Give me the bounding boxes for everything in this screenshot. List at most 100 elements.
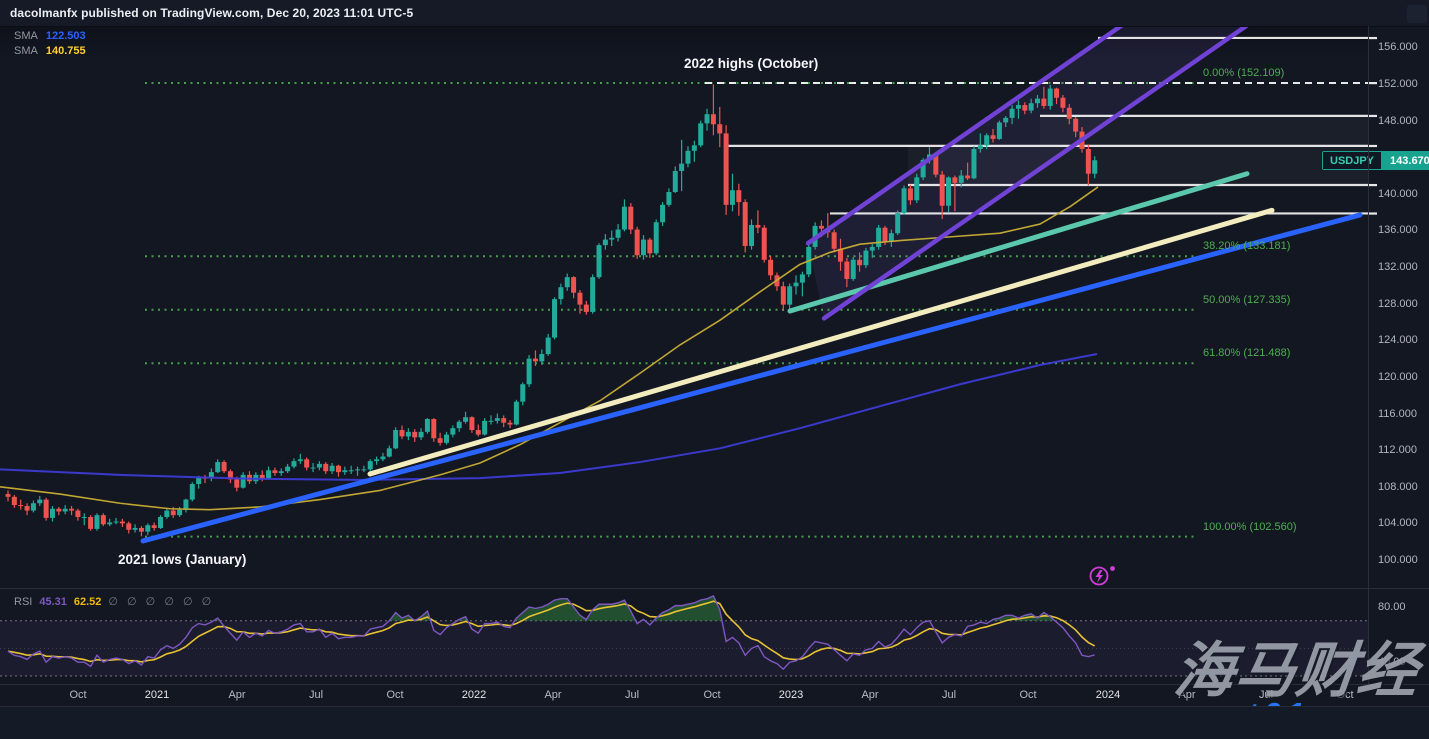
candle-body [482, 420, 488, 435]
time-axis-label: Apr [228, 689, 246, 701]
candle-body [761, 227, 767, 260]
candle-body [43, 499, 49, 518]
candle-body [564, 277, 570, 288]
candle-body [933, 154, 939, 175]
candle-body [234, 479, 240, 488]
candle-body [437, 438, 443, 443]
price-axis-label: 136.000 [1378, 224, 1418, 237]
candle-body [850, 259, 856, 279]
candle-body [75, 510, 81, 517]
candle-body [958, 175, 964, 183]
time-axis-label: 2022 [461, 689, 487, 701]
sma-legend-row-1[interactable]: SMA 122.503 [14, 29, 86, 44]
candle-body [710, 114, 716, 125]
candle-body [939, 174, 945, 206]
time-axis-label: Apr [544, 689, 562, 701]
candle-body [1009, 108, 1015, 118]
blue-uptrend-line[interactable] [140, 212, 1363, 544]
candle-body [443, 434, 449, 443]
candle-body [647, 239, 653, 254]
rsi-legend[interactable]: RSI 45.31 62.52 ∅ ∅ ∅ ∅ ∅ ∅ [14, 595, 214, 609]
time-axis-label: Oct [703, 689, 721, 701]
price-axis-label: 148.000 [1378, 114, 1418, 127]
rsi-ma-line[interactable] [7, 600, 1096, 663]
candle-body [621, 206, 627, 230]
publish-banner-text: dacolmanfx published on TradingView.com,… [10, 6, 414, 20]
main-pane[interactable] [0, 22, 1368, 544]
candle-body [69, 508, 75, 511]
candle-body [1028, 103, 1034, 111]
rsi-smoothed-value: 62.52 [73, 596, 102, 608]
candle-body [888, 233, 894, 242]
channel-upper-line[interactable] [805, 22, 1127, 246]
candle-body [30, 503, 36, 511]
candle-body [456, 421, 462, 429]
cream-uptrend-line[interactable] [367, 207, 1275, 477]
hot-symbol-icon[interactable] [1089, 566, 1115, 586]
candle-body [831, 232, 837, 249]
channel-lower-line[interactable] [821, 25, 1250, 321]
candle-body [469, 417, 475, 431]
axis-tick [1369, 144, 1377, 148]
candle-body [475, 430, 481, 435]
time-axis-label: Apr [1178, 689, 1196, 701]
price-axis-label: 132.000 [1378, 261, 1418, 274]
sma1-label: SMA [14, 30, 38, 42]
candle-body [37, 499, 43, 504]
candle-body [221, 462, 227, 472]
candle-body [876, 227, 882, 247]
rsi-empty-params: ∅ ∅ ∅ ∅ ∅ ∅ [108, 596, 215, 608]
fib-label: 0.00% (152.109) [1203, 67, 1285, 79]
candle-body [787, 286, 793, 305]
pane-separator[interactable] [0, 588, 1429, 589]
candle-body [691, 145, 697, 151]
candle-body [285, 466, 291, 472]
price-axis-border [1368, 26, 1369, 684]
sma2-value: 140.755 [45, 45, 86, 57]
candle-body [1066, 107, 1072, 119]
price-axis-label: 128.000 [1378, 297, 1418, 310]
candle-body [590, 277, 596, 312]
candle-body [513, 401, 519, 425]
candle-body [895, 213, 901, 234]
candle-body [1047, 88, 1053, 106]
candle-body [558, 287, 564, 300]
annotation-2022-highs: 2022 highs (October) [684, 56, 819, 71]
candle-body [965, 175, 971, 179]
candle-body [660, 204, 666, 223]
price-axis-label: 152.000 [1378, 78, 1418, 90]
candle-body [532, 358, 538, 362]
time-axis-label: Oct [1019, 689, 1037, 701]
candle-body [1092, 160, 1098, 174]
candle-body [1041, 98, 1047, 106]
candle-body [914, 177, 920, 201]
sma-legend-row-2[interactable]: SMA 140.755 [14, 44, 86, 59]
candle-body [920, 159, 926, 178]
candle-body [996, 122, 1002, 139]
rsi-axis-label: 80.00 [1378, 601, 1406, 613]
candle-body [844, 261, 850, 279]
candles[interactable] [5, 84, 1098, 537]
snapshot-corner-box [1407, 5, 1427, 23]
candle-body [310, 467, 316, 469]
fib-label: 61.80% (121.488) [1203, 347, 1291, 360]
candle-body [863, 250, 869, 266]
rsi-line[interactable] [7, 595, 1095, 671]
candle-body [405, 431, 411, 437]
candle-body [755, 224, 761, 228]
candle-body [907, 188, 913, 201]
candle-body [799, 274, 805, 283]
candle-body [1054, 88, 1060, 98]
sma-slow-line[interactable] [0, 353, 1098, 481]
candle-body [1060, 97, 1066, 108]
candle-body [18, 505, 24, 507]
candle-body [946, 177, 952, 206]
candle-body [698, 123, 704, 146]
candle-body [367, 461, 373, 470]
axis-tick [1369, 36, 1377, 40]
time-axis-label: Oct [386, 689, 404, 701]
rsi-pane[interactable] [0, 595, 1368, 677]
candle-body [984, 135, 990, 146]
candle-body [177, 509, 183, 516]
